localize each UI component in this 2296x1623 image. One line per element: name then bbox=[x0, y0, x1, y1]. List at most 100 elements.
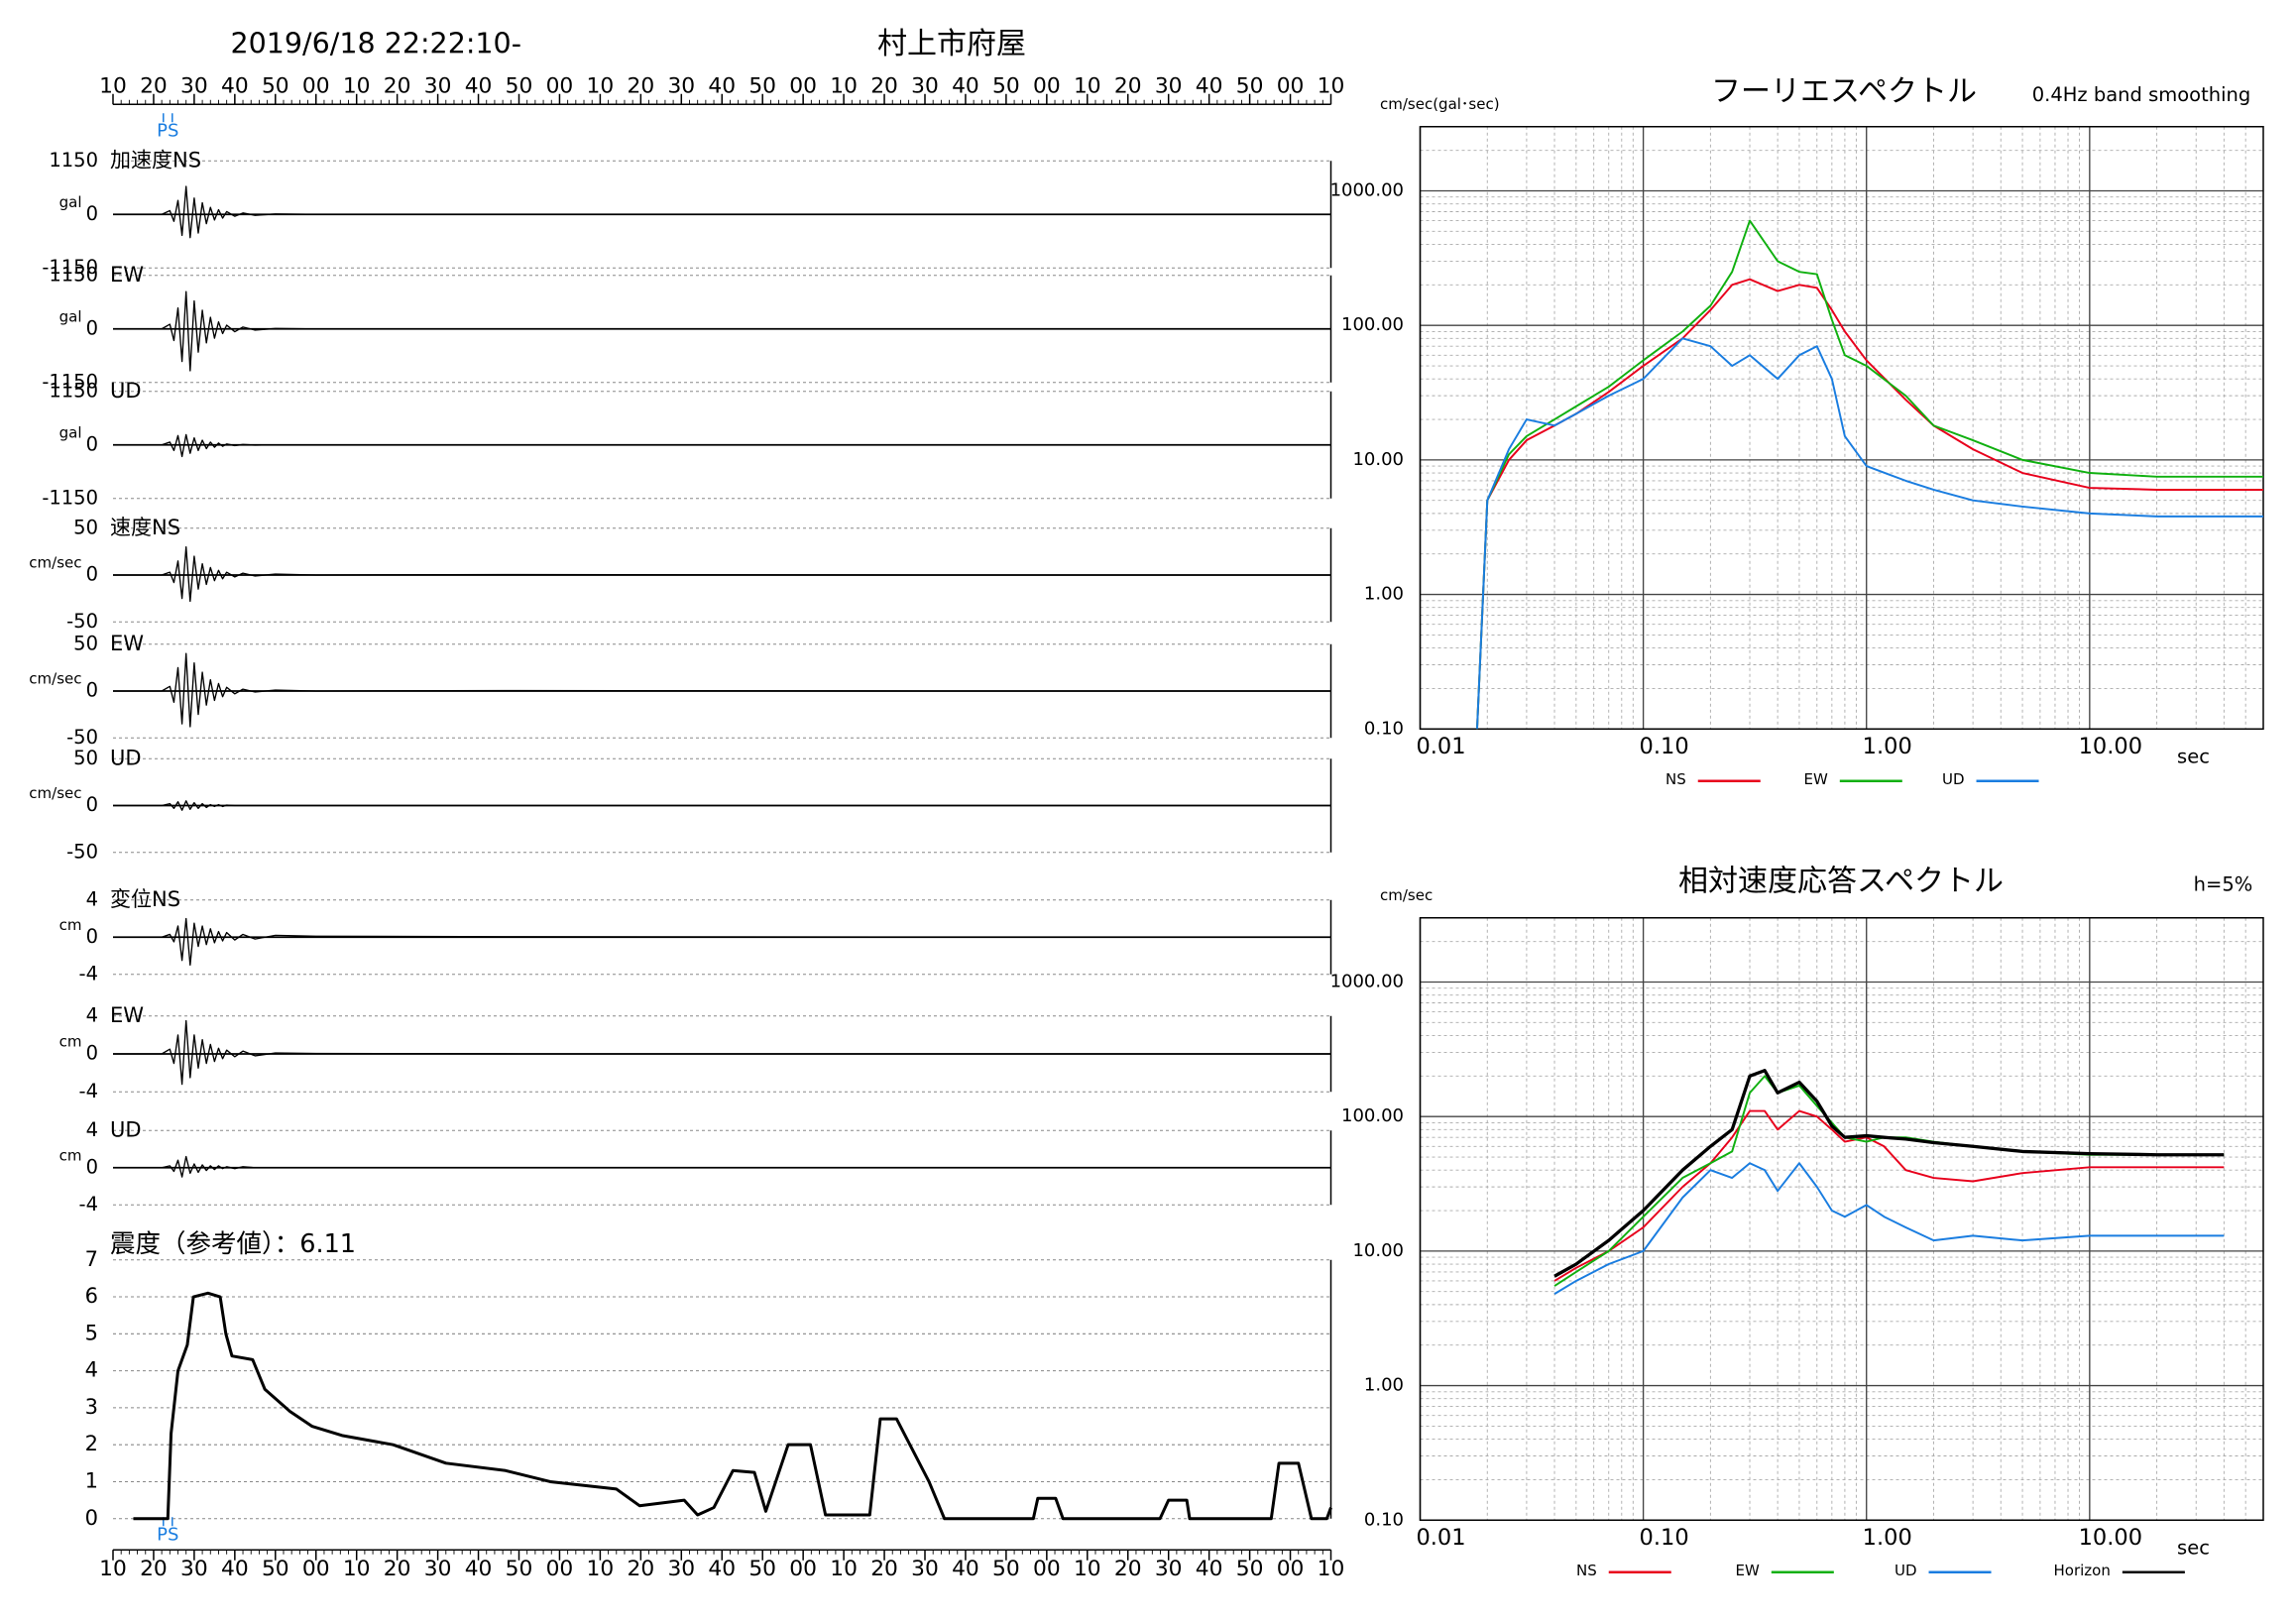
series-line bbox=[1553, 1069, 2225, 1278]
legend-label: NS bbox=[1576, 1562, 1597, 1579]
y-tick-label: 1150 bbox=[49, 149, 98, 172]
time-tick-label: 50 bbox=[992, 73, 1020, 98]
x-tick-label: 1.00 bbox=[1863, 734, 1912, 759]
waveform-trace bbox=[113, 917, 1331, 967]
time-tick-label: 10 bbox=[99, 73, 127, 98]
ps-marker: PS bbox=[157, 120, 178, 141]
y-tick-label: 1000.00 bbox=[1330, 971, 1404, 991]
intensity-line bbox=[133, 1291, 1332, 1521]
y-tick-label: 1150 bbox=[49, 263, 98, 286]
time-tick-label: 50 bbox=[506, 73, 533, 98]
x-tick-label: 0.01 bbox=[1416, 734, 1465, 759]
y-tick-label: 1 bbox=[85, 1468, 98, 1492]
series-line bbox=[1553, 1162, 2225, 1295]
y-tick-label: -1150 bbox=[42, 256, 98, 279]
time-tick-label: 00 bbox=[789, 1557, 817, 1581]
time-tick-label: 10 bbox=[1074, 73, 1101, 98]
waveform-trace bbox=[113, 185, 1331, 239]
y-tick-label: 1150 bbox=[49, 379, 98, 402]
y-tick-label: 0 bbox=[86, 202, 98, 225]
time-tick-label: 20 bbox=[384, 73, 411, 98]
time-tick-label: 50 bbox=[506, 1557, 533, 1581]
time-tick-label: 50 bbox=[1236, 73, 1264, 98]
time-tick-label: 30 bbox=[667, 1557, 695, 1581]
time-tick-label: 30 bbox=[1155, 73, 1183, 98]
x-tick-label: 1.00 bbox=[1863, 1525, 1912, 1551]
time-tick-label: 20 bbox=[628, 1557, 655, 1581]
y-tick-label: 4 bbox=[86, 1118, 98, 1141]
waveform-trace bbox=[113, 800, 1331, 811]
time-tick-label: 00 bbox=[302, 73, 330, 98]
time-tick-label: 30 bbox=[424, 73, 452, 98]
time-tick-label: 50 bbox=[992, 1557, 1020, 1581]
y-tick-label: 3 bbox=[85, 1395, 98, 1419]
y-tick-label: 50 bbox=[73, 516, 98, 538]
panel-label: 速度NS bbox=[110, 516, 180, 539]
waveform-trace bbox=[113, 545, 1331, 603]
panel-label: 変位NS bbox=[110, 887, 180, 911]
series-line bbox=[1475, 337, 2263, 730]
unit-label: cm/sec bbox=[29, 670, 81, 688]
time-tick-label: 40 bbox=[952, 73, 979, 98]
waveform-trace bbox=[113, 1155, 1331, 1178]
legend-label: UD bbox=[1894, 1562, 1917, 1579]
y-tick-label: 6 bbox=[85, 1284, 98, 1308]
time-tick-label: 50 bbox=[748, 1557, 776, 1581]
panel-label: UD bbox=[110, 1117, 142, 1141]
time-tick-label: 30 bbox=[667, 73, 695, 98]
legend-label: EW bbox=[1736, 1562, 1760, 1579]
y-tick-label: 4 bbox=[86, 1003, 98, 1026]
panel-label: EW bbox=[110, 263, 144, 287]
time-tick-label: 50 bbox=[262, 73, 289, 98]
waveform-trace bbox=[113, 433, 1331, 458]
x-tick-label: 10.00 bbox=[2079, 1525, 2142, 1551]
x-tick-label: 0.01 bbox=[1416, 1525, 1465, 1551]
unit-label: cm/sec bbox=[29, 784, 81, 802]
time-tick-label: 40 bbox=[708, 73, 736, 98]
chart-title: 相対速度応答スペクトル bbox=[1678, 864, 2004, 898]
time-tick-label: 00 bbox=[1277, 73, 1305, 98]
y-tick-label: 10.00 bbox=[1352, 1240, 1404, 1261]
time-tick-label: 40 bbox=[1196, 73, 1223, 98]
time-tick-label: 30 bbox=[911, 73, 939, 98]
y-tick-label: -4 bbox=[79, 1080, 98, 1102]
y-tick-label: 0 bbox=[86, 563, 98, 586]
y-tick-label: -50 bbox=[66, 610, 98, 633]
time-tick-label: 30 bbox=[180, 1557, 208, 1581]
time-tick-label: 30 bbox=[180, 73, 208, 98]
unit-label: cm/sec bbox=[29, 554, 81, 572]
time-tick-label: 20 bbox=[140, 73, 168, 98]
x-axis-label: sec bbox=[2177, 1536, 2210, 1559]
time-tick-label: 10 bbox=[99, 1557, 127, 1581]
time-tick-label: 10 bbox=[587, 1557, 615, 1581]
y-tick-label: 0 bbox=[86, 793, 98, 816]
chart-title: 震度（参考値）：6.11 bbox=[110, 1229, 356, 1259]
unit-label: gal bbox=[59, 193, 82, 211]
time-tick-label: 20 bbox=[628, 73, 655, 98]
time-tick-label: 50 bbox=[748, 73, 776, 98]
waveform-trace bbox=[113, 652, 1331, 728]
time-tick-label: 40 bbox=[1196, 1557, 1223, 1581]
time-tick-label: 20 bbox=[140, 1557, 168, 1581]
y-tick-label: 1.00 bbox=[1364, 1375, 1404, 1396]
time-tick-label: 00 bbox=[1033, 1557, 1061, 1581]
time-tick-label: 10 bbox=[830, 1557, 858, 1581]
time-tick-label: 00 bbox=[546, 73, 574, 98]
y-tick-label: 10.00 bbox=[1352, 449, 1404, 470]
waveform-trace bbox=[113, 290, 1331, 372]
legend-label: EW bbox=[1804, 770, 1828, 788]
y-tick-label: 50 bbox=[73, 747, 98, 769]
time-tick-label: 20 bbox=[384, 1557, 411, 1581]
x-tick-label: 0.10 bbox=[1640, 734, 1689, 759]
y-tick-label: 1.00 bbox=[1364, 584, 1404, 605]
y-tick-label: 0 bbox=[86, 1042, 98, 1065]
time-tick-label: 10 bbox=[830, 73, 858, 98]
unit-label: cm bbox=[59, 1033, 82, 1051]
y-tick-label: -4 bbox=[79, 1193, 98, 1216]
time-tick-label: 10 bbox=[343, 1557, 371, 1581]
x-tick-label: 10.00 bbox=[2079, 734, 2142, 759]
y-tick-label: -4 bbox=[79, 962, 98, 985]
time-tick-label: 10 bbox=[1318, 73, 1345, 98]
chart-title: フーリエスペクトル bbox=[1711, 74, 1977, 109]
time-tick-label: 20 bbox=[1114, 73, 1142, 98]
